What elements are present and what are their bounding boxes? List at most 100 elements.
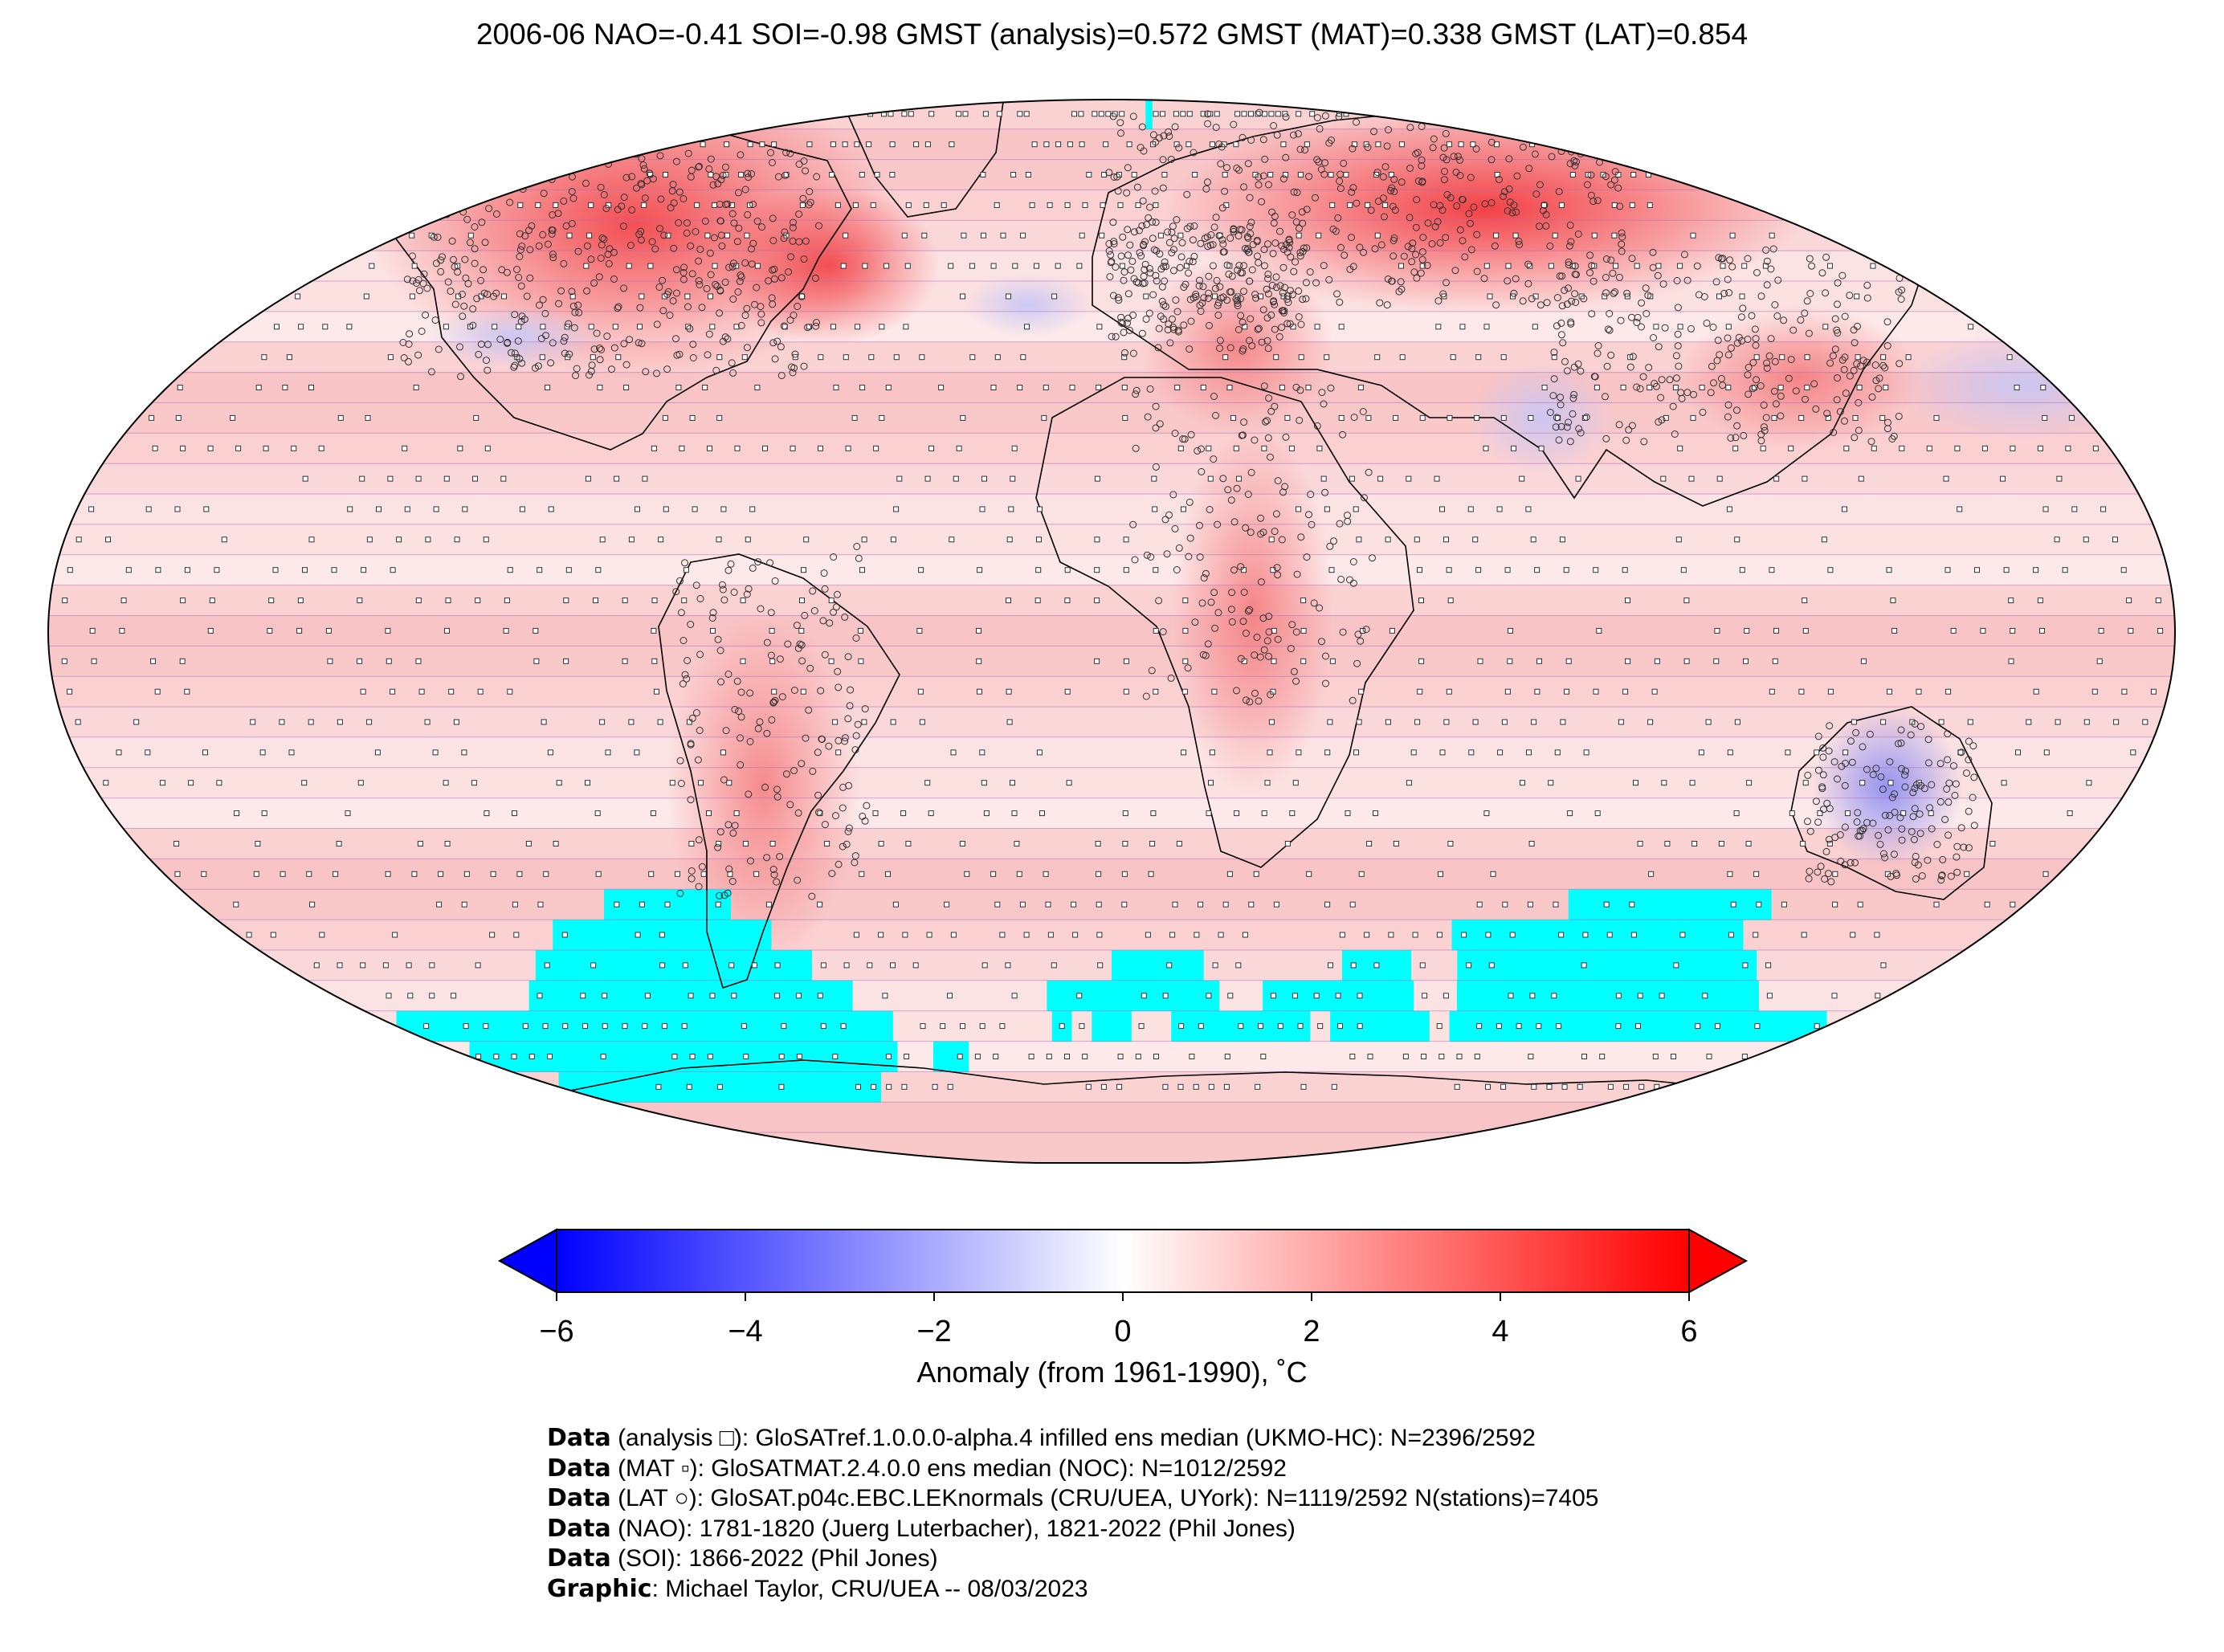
analysis-marker <box>765 901 772 908</box>
analysis-marker <box>979 1023 985 1030</box>
analysis-marker <box>1751 385 1757 390</box>
analysis-marker <box>655 1083 662 1090</box>
analysis-marker <box>1393 414 1399 421</box>
analysis-marker <box>1854 293 1860 300</box>
latitude-band <box>48 463 2175 495</box>
analysis-marker <box>1421 1054 1427 1059</box>
analysis-marker <box>1714 627 1720 634</box>
analysis-marker <box>1268 111 1275 117</box>
analysis-marker <box>982 111 989 117</box>
analysis-marker <box>1504 567 1511 573</box>
analysis-marker <box>1500 414 1507 421</box>
station-markers <box>61 108 2164 1090</box>
analysis-marker <box>832 1054 839 1059</box>
analysis-marker <box>1826 841 1833 846</box>
analysis-marker <box>1536 1023 1542 1030</box>
analysis-marker <box>1353 506 1359 512</box>
no-data-cell <box>1457 950 1757 981</box>
analysis-marker <box>1633 780 1638 786</box>
analysis-marker <box>543 871 549 877</box>
analysis-marker <box>1615 993 1622 999</box>
analysis-marker <box>1410 749 1417 756</box>
analysis-marker <box>528 1054 535 1059</box>
analysis-marker <box>605 749 611 756</box>
analysis-marker <box>1505 263 1512 269</box>
analysis-marker <box>216 780 222 786</box>
analysis-marker <box>1772 658 1778 664</box>
analysis-marker <box>1047 202 1053 208</box>
analysis-marker <box>1145 932 1151 938</box>
analysis-marker <box>868 354 875 361</box>
analysis-marker <box>425 536 431 543</box>
analysis-marker <box>1957 506 1963 512</box>
analysis-marker <box>1200 111 1206 117</box>
analysis-marker <box>867 962 873 969</box>
analysis-marker <box>1493 232 1500 239</box>
analysis-marker <box>2037 445 2043 451</box>
analysis-marker <box>369 263 375 269</box>
analysis-marker <box>903 324 909 330</box>
analysis-marker <box>1314 324 1320 330</box>
analysis-marker <box>1360 627 1366 634</box>
analysis-marker <box>890 536 896 543</box>
analysis-marker <box>1078 111 1084 117</box>
analysis-marker <box>1039 810 1045 817</box>
analysis-marker <box>504 598 510 604</box>
colorbar-tick-label: −2 <box>916 1315 951 1348</box>
analysis-marker <box>1264 780 1271 786</box>
credit-text: (LAT ○): GloSAT.p04c.EBC.LEKnormals (CRU… <box>610 1485 1599 1511</box>
analysis-marker <box>382 962 389 969</box>
analysis-marker <box>599 536 606 543</box>
analysis-marker <box>2067 810 2073 817</box>
analysis-marker <box>105 536 111 543</box>
analysis-marker <box>1509 932 1516 938</box>
analysis-marker <box>1856 385 1863 390</box>
analysis-marker <box>1516 1023 1522 1030</box>
analysis-marker <box>799 598 805 604</box>
analysis-marker <box>1103 141 1109 148</box>
analysis-marker <box>1720 263 1726 269</box>
analysis-marker <box>1968 324 1974 330</box>
analysis-marker <box>1079 1023 1085 1030</box>
analysis-marker <box>261 810 267 817</box>
analysis-marker <box>1273 901 1279 908</box>
analysis-marker <box>1984 901 1990 908</box>
analysis-marker <box>1596 627 1602 634</box>
analysis-marker <box>882 993 888 999</box>
analysis-marker <box>152 445 158 451</box>
analysis-marker <box>1006 688 1012 695</box>
analysis-marker <box>990 385 997 390</box>
credit-line-lat: Data (LAT ○): GloSAT.p04c.EBC.LEKnormals… <box>547 1483 1599 1514</box>
analysis-marker <box>1224 1054 1230 1059</box>
analysis-marker <box>1419 414 1426 421</box>
analysis-marker <box>709 324 716 330</box>
analysis-marker <box>628 719 635 725</box>
analysis-marker <box>1507 658 1513 664</box>
analysis-marker <box>859 172 865 177</box>
analysis-marker <box>1271 658 1277 664</box>
analysis-marker <box>1981 445 1988 451</box>
analysis-marker <box>1162 1083 1169 1090</box>
analysis-marker <box>1006 598 1011 604</box>
analysis-marker <box>366 536 373 543</box>
analysis-marker <box>1874 932 1880 938</box>
analysis-marker <box>1743 658 1749 664</box>
analysis-marker <box>1284 841 1291 846</box>
analysis-marker <box>1064 567 1071 573</box>
analysis-marker <box>1047 932 1054 938</box>
analysis-marker <box>1166 962 1173 969</box>
east-pacific-cold-anomaly <box>426 305 602 369</box>
analysis-marker <box>731 993 737 999</box>
analysis-marker <box>533 627 539 634</box>
analysis-marker <box>1551 354 1557 361</box>
analysis-marker <box>547 1054 553 1059</box>
analysis-marker <box>1034 598 1041 604</box>
analysis-marker <box>1538 445 1545 451</box>
analysis-marker <box>319 932 325 938</box>
analysis-marker <box>1476 1023 1483 1030</box>
analysis-marker <box>1801 932 1807 938</box>
analysis-marker <box>1843 445 1850 451</box>
analysis-marker <box>429 962 435 969</box>
analysis-marker <box>155 567 161 573</box>
analysis-marker <box>689 1054 696 1059</box>
